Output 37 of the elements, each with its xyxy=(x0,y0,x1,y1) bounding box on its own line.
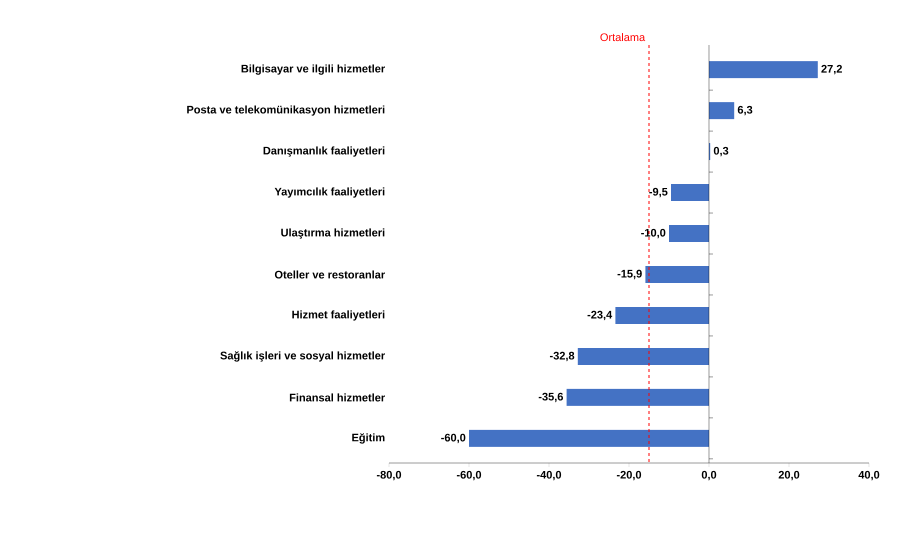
y-tick-label: Danışmanlık faaliyetleri xyxy=(264,146,384,157)
x-tick-label: -80,0 xyxy=(376,470,402,480)
data-label: -15,9 xyxy=(618,270,642,280)
x-tick-label: -60,0 xyxy=(456,470,482,480)
y-tick-label: Hizmet faaliyetleri xyxy=(292,310,384,321)
y-tick-label: Finansal hizmetler xyxy=(290,393,385,402)
x-tick-label: -20,0 xyxy=(616,470,642,480)
data-label: 6,3 xyxy=(738,106,752,116)
y-tick-label: Posta ve telekomünikasyon hizmetleri xyxy=(187,105,384,116)
data-label: 0,3 xyxy=(714,146,728,156)
data-label: -60,0 xyxy=(441,434,466,444)
y-tick-label: Ulaştırma hizmetleri xyxy=(281,228,384,239)
data-label: -23,4 xyxy=(588,310,612,320)
y-tick-label: Eğitim xyxy=(352,433,384,444)
data-label: -32,8 xyxy=(550,352,574,362)
bar xyxy=(669,225,709,242)
bar xyxy=(671,184,709,202)
x-tick-label: 40,0 xyxy=(858,470,880,480)
x-tick-label: 20,0 xyxy=(778,470,800,480)
data-label: -35,6 xyxy=(538,392,564,402)
bar xyxy=(469,430,709,447)
ref-line-label: Ortalama xyxy=(600,33,646,42)
bar xyxy=(566,388,709,406)
y-tick-label: Oteller ve restoranlar xyxy=(274,270,385,279)
data-label: 27,2 xyxy=(821,64,842,74)
bar xyxy=(578,348,709,365)
bar xyxy=(615,306,709,324)
bar xyxy=(709,61,818,78)
bar xyxy=(709,102,734,120)
y-tick-label: Sağlık işleri ve sosyal hizmetler xyxy=(220,351,385,362)
bar xyxy=(645,266,709,283)
data-label: -9,5 xyxy=(649,188,668,198)
x-tick-label: 0,0 xyxy=(702,470,716,480)
y-tick-label: Yayımcılık faaliyetleri xyxy=(274,187,384,198)
y-tick-label: Bilgisayar ve ilgili hizmetler xyxy=(242,64,385,75)
data-label: -10,0 xyxy=(641,228,666,238)
x-tick-label: -40,0 xyxy=(536,470,562,480)
